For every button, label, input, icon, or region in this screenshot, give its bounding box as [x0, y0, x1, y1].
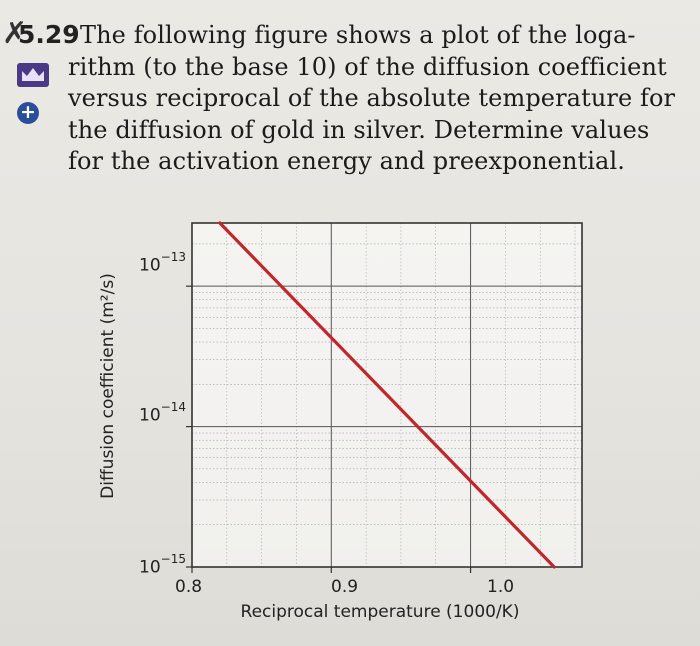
y-tick-label: 10−13 [139, 250, 186, 276]
problem-line: versus reciprocal of the absolute temper… [68, 84, 676, 112]
problem-line: The following figure shows a plot of the… [80, 21, 636, 49]
check-mark-icon: ✗ [2, 16, 28, 51]
problem-line: for the activation energy and preexponen… [68, 147, 625, 175]
crown-icon [17, 63, 49, 87]
y-tick-label: 10−14 [139, 400, 186, 426]
y-axis-label: Diffusion coefficient (m²/s) [98, 273, 118, 499]
plus-icon: + [17, 102, 39, 124]
x-axis-label: Reciprocal temperature (1000/K) [240, 602, 520, 622]
problem-number: 5.29 [18, 20, 80, 49]
data-line [218, 221, 556, 569]
problem-line: rithm (to the base 10) of the diffusion … [68, 52, 667, 81]
x-tick-label: 1.0 [487, 577, 515, 597]
problem-line: the diffusion of gold in silver. Determi… [68, 115, 650, 144]
plot-frame [191, 222, 583, 568]
x-tick-label: 0.8 [175, 577, 203, 597]
x-tick-label: 0.9 [331, 577, 359, 597]
problem-statement: The following figure shows a plot of the… [68, 20, 676, 178]
y-tick-label: 10−15 [139, 552, 186, 578]
